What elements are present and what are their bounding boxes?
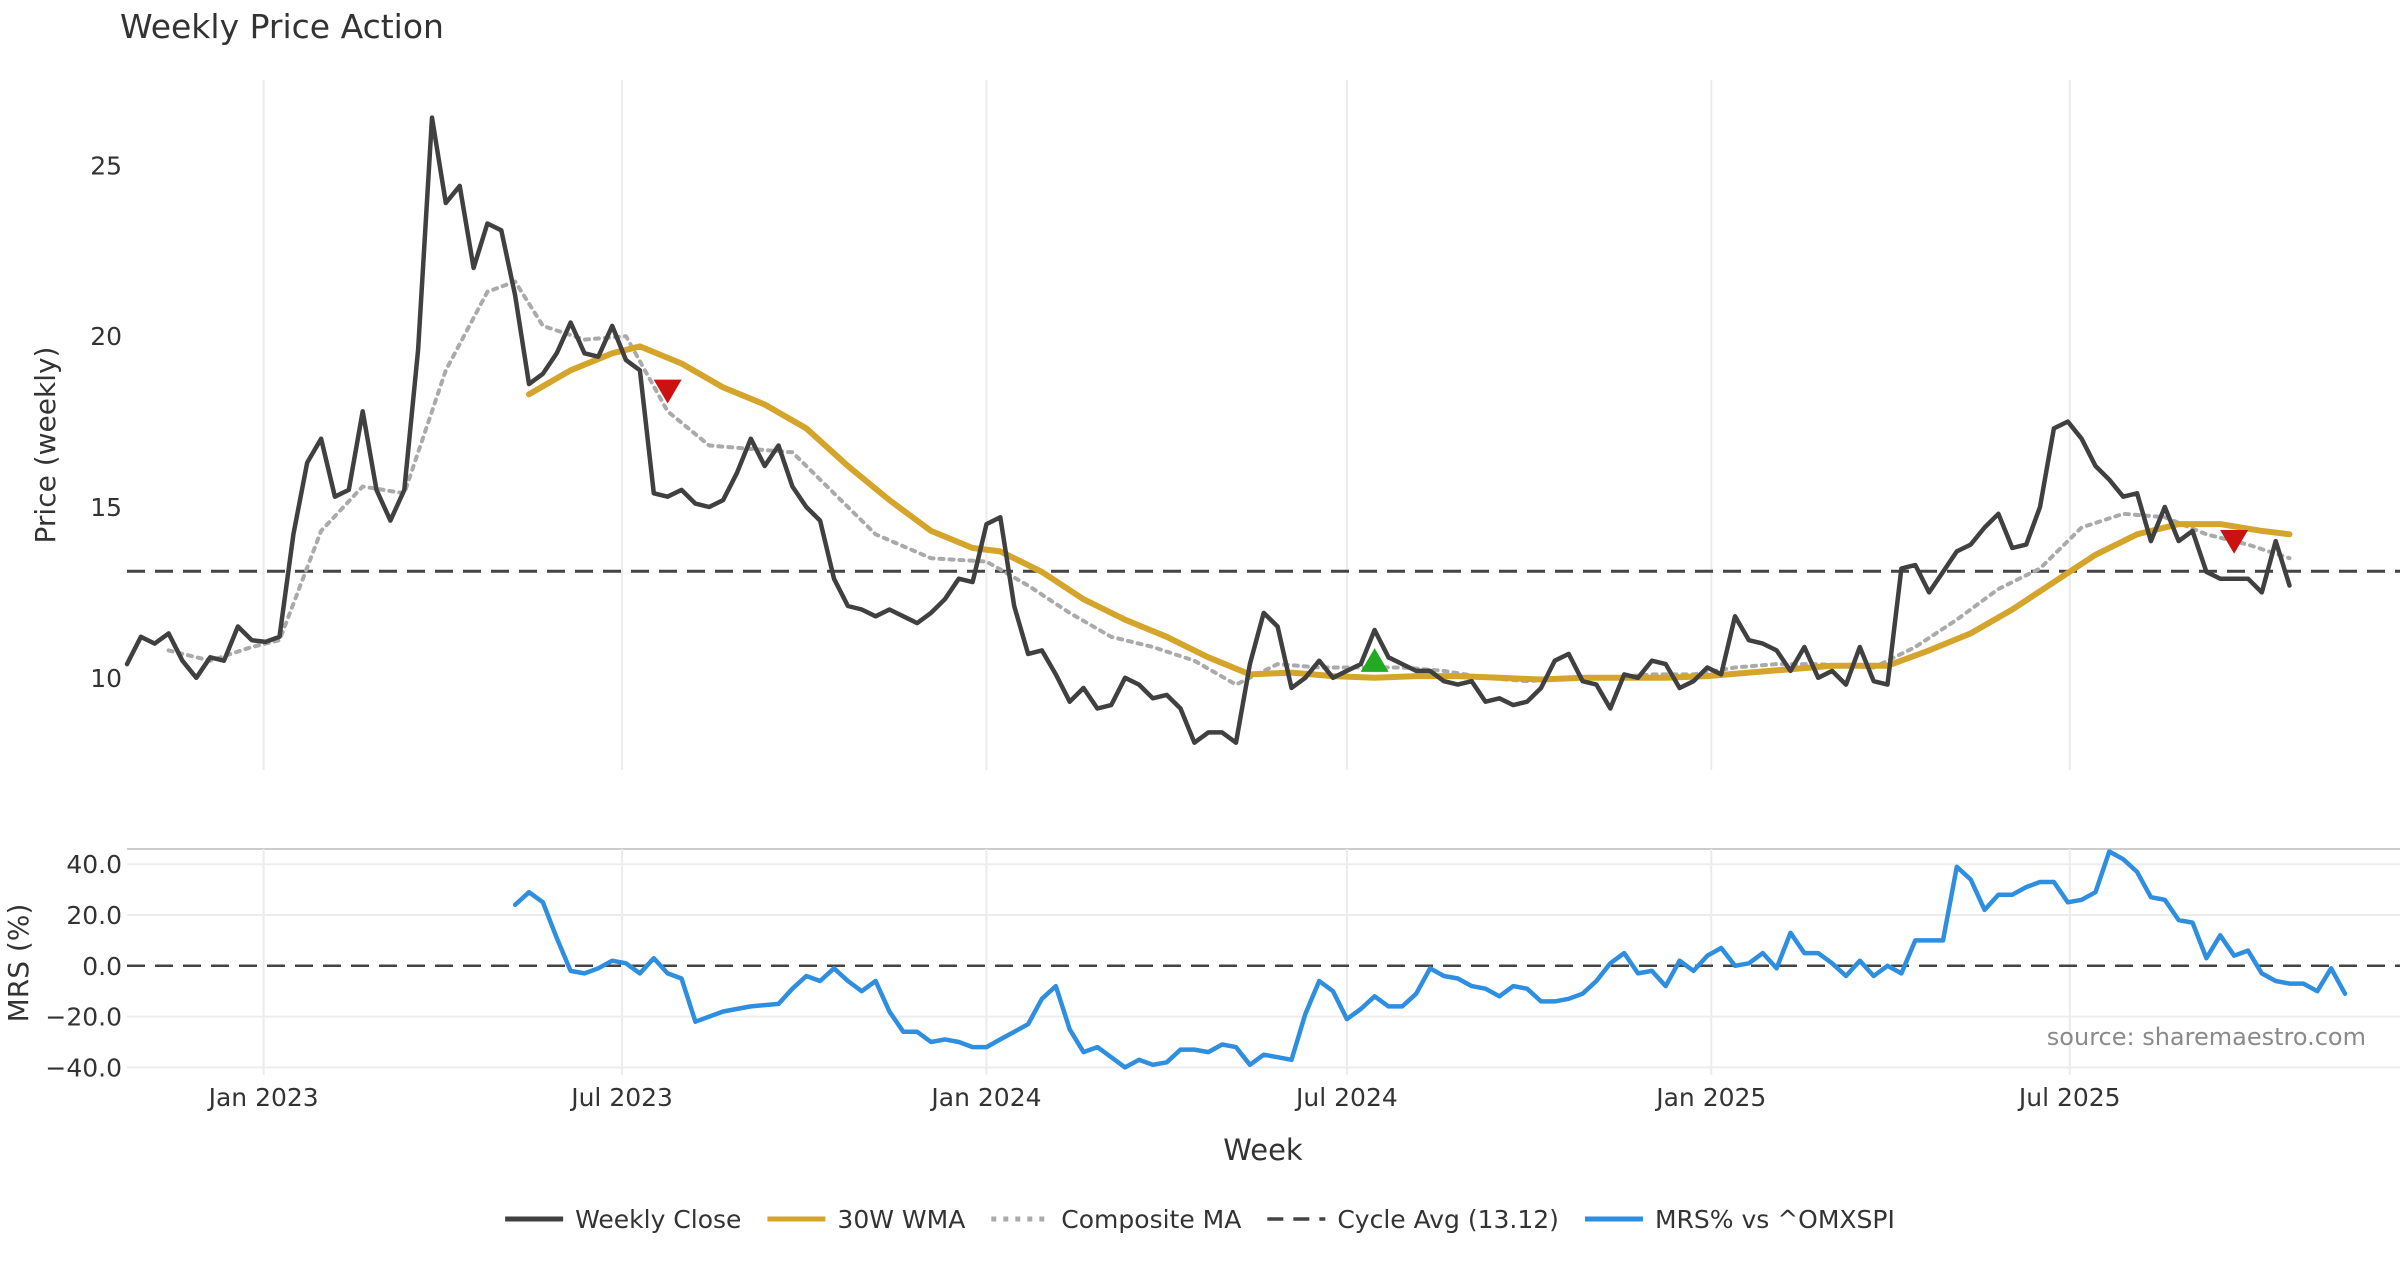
- mrs-y-tick-label: 40.0: [66, 850, 122, 879]
- mrs-grid: [127, 849, 2400, 1075]
- mrs-y-tick-label: −20.0: [45, 1003, 122, 1032]
- mrs-y-tick-label: 20.0: [66, 901, 122, 930]
- x-tick-label: Jul 2025: [2017, 1083, 2121, 1112]
- price-panel: Weekly Price Action Price (weekly) 10 15 2…: [29, 7, 2400, 770]
- weekly-close-line: [124, 115, 2292, 745]
- buy-signal-marker: [1360, 648, 1389, 672]
- legend-label: Composite MA: [1061, 1205, 1241, 1234]
- price-y-tick-label: 25: [90, 151, 122, 180]
- chart-title: Weekly Price Action: [120, 7, 444, 46]
- x-tick-label: Jan 2025: [1654, 1083, 1766, 1112]
- legend-label: Weekly Close: [575, 1205, 741, 1234]
- mrs-line: [512, 849, 2348, 1070]
- mrs-y-ticks: 40.0 20.0 0.0 −20.0 −40.0: [45, 850, 122, 1082]
- price-y-axis-label: Price (weekly): [29, 347, 62, 544]
- signal-markers: [653, 379, 2249, 672]
- mrs-y-axis-label: MRS (%): [2, 904, 35, 1023]
- legend: Weekly Close 30W WMA Composite MA Cycle Avg…: [505, 1205, 1895, 1234]
- price-y-tick-label: 15: [90, 493, 122, 522]
- x-tick-label: Jan 2024: [929, 1083, 1041, 1112]
- source-credit: source: sharemaestro.com: [2047, 1023, 2366, 1051]
- x-axis-label: Week: [1223, 1133, 1303, 1167]
- price-y-tick-label: 10: [90, 664, 122, 693]
- x-tick-label: Jul 2023: [569, 1083, 673, 1112]
- price-series: [124, 115, 2293, 745]
- price-y-tick-label: 20: [90, 322, 122, 351]
- mrs-y-tick-label: −40.0: [45, 1053, 122, 1082]
- composite-ma-line: [166, 279, 2292, 687]
- legend-label: 30W WMA: [837, 1205, 965, 1234]
- legend-label: Cycle Avg (13.12): [1337, 1205, 1559, 1234]
- mrs-panel: MRS (%) 40.0 20.0 0.0 −20.0 −40.0 source: sh…: [2, 848, 2400, 1167]
- x-tick-label: Jan 2023: [207, 1083, 319, 1112]
- mrs-series: [512, 849, 2348, 1070]
- sell-signal-marker: [653, 379, 682, 404]
- x-tick-label: Jul 2024: [1294, 1083, 1398, 1112]
- price-y-ticks: 10 15 20 25: [90, 151, 122, 692]
- wma-30w-line: [526, 343, 2293, 683]
- legend-label: MRS% vs ^OMXSPI: [1655, 1205, 1895, 1234]
- x-ticks: Jan 2023 Jul 2023 Jan 2024 Jul 2024 Jan 2025…: [207, 1083, 2121, 1112]
- sell-signal-marker: [2220, 529, 2249, 554]
- mrs-y-tick-label: 0.0: [82, 952, 122, 981]
